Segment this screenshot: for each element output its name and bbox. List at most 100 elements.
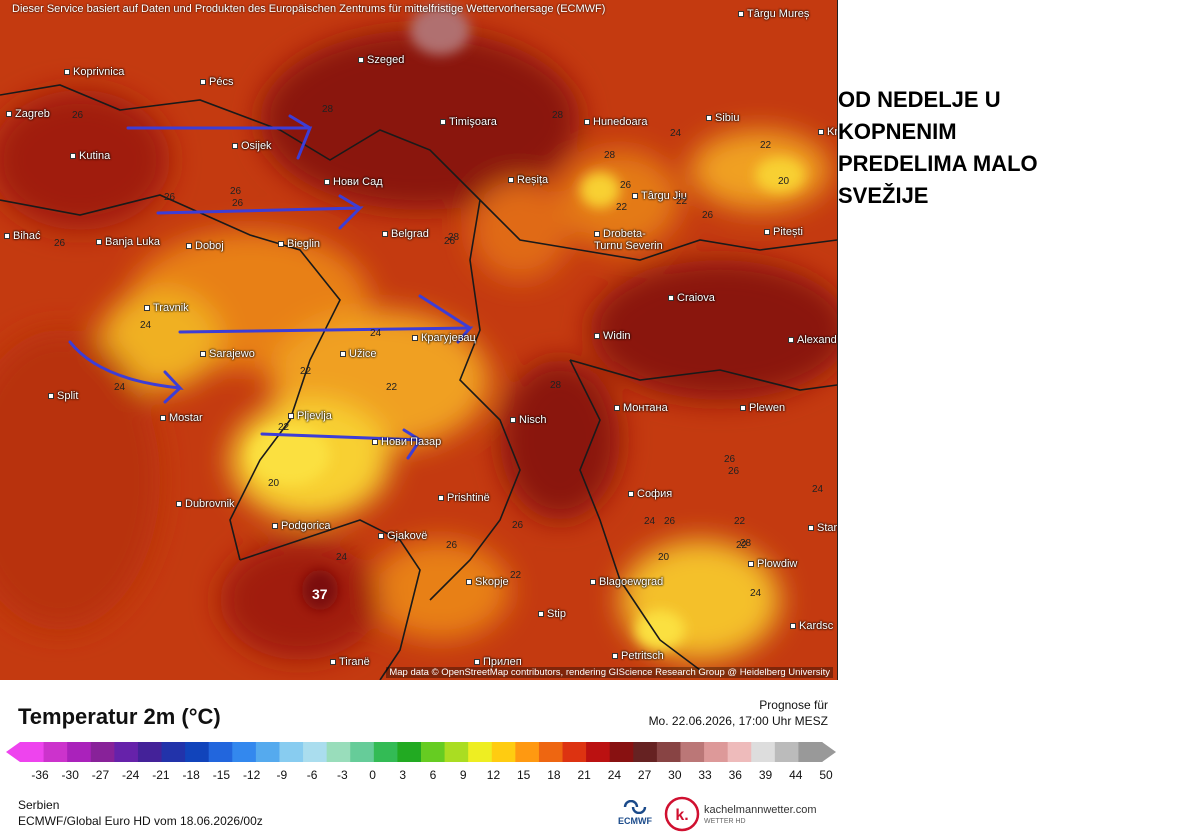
ecmwf-logo-text: ECMWF <box>618 816 652 826</box>
scale-tick-label: 33 <box>698 768 712 782</box>
scale-swatch <box>727 742 752 762</box>
isotherm-label: 26 <box>664 516 676 527</box>
isotherm-label: 28 <box>448 232 460 243</box>
scale-swatch <box>161 742 186 762</box>
isotherm-label: 22 <box>734 516 746 527</box>
scale-swatch <box>326 742 351 762</box>
isotherm-label: 24 <box>670 128 682 139</box>
city-label: Kr <box>818 126 837 138</box>
scale-tick-label: 6 <box>429 768 437 782</box>
city-label: Reșița <box>508 174 548 186</box>
scale-swatch <box>774 742 799 762</box>
scale-tick-label: 3 <box>399 768 407 782</box>
headline-line: PREDELIMA MALO <box>838 151 1038 176</box>
site-name[interactable]: kachelmannwetter.com <box>704 804 817 816</box>
city-label: Нови Пазар <box>372 436 441 448</box>
isotherm-label: 24 <box>336 552 348 563</box>
isotherm-label: 26 <box>164 192 176 203</box>
city-label: Nisch <box>510 414 547 426</box>
ecmwf-attribution: Dieser Service basiert auf Daten und Pro… <box>12 3 606 15</box>
city-label: Târgu Jiu <box>632 190 687 202</box>
scale-swatch <box>397 742 422 762</box>
city-label: Skopje <box>466 576 509 588</box>
scale-tick-label: -15 <box>212 768 231 782</box>
scale-swatch <box>586 742 611 762</box>
city-label: Tiranë <box>330 656 370 668</box>
scale-swatch <box>20 742 45 762</box>
isotherm-label: 28 <box>322 104 334 115</box>
legend-panel: Temperatur 2m (°C) Prognose für Mo. 22.0… <box>0 680 840 837</box>
city-label: Gjakovë <box>378 530 427 542</box>
scale-swatch <box>67 742 92 762</box>
isotherm-label: 28 <box>550 380 562 391</box>
city-label: Plowdiw <box>748 558 797 570</box>
scale-swatch <box>279 742 304 762</box>
city-label: София <box>628 488 672 500</box>
isotherm-label: 26 <box>512 520 524 531</box>
scale-swatch <box>515 742 540 762</box>
scale-tick-label: -24 <box>122 768 140 782</box>
city-label: Sibiu <box>706 112 739 124</box>
isotherm-label: 22 <box>510 570 522 581</box>
ecmwf-logo[interactable]: ECMWF <box>618 799 652 826</box>
isotherm-label: 22 <box>736 540 748 551</box>
scale-tick-label: -6 <box>306 768 318 782</box>
scale-tick-label: 44 <box>789 768 803 782</box>
scale-tick-label: 27 <box>637 768 652 782</box>
color-scale-bar <box>6 742 836 762</box>
isotherm-label: 28 <box>740 538 752 549</box>
city-label: Alexand <box>788 334 837 346</box>
isotherm-label: 26 <box>444 236 456 247</box>
city-label: Hunedoara <box>584 116 647 128</box>
isotherm-label: 26 <box>724 454 736 465</box>
legend-title: Temperatur 2m (°C) <box>18 704 221 729</box>
scale-tick-label: 18 <box>547 768 561 782</box>
map-credit[interactable]: Map data © OpenStreetMap contributors, r… <box>386 667 833 678</box>
scale-tick-label: -9 <box>276 768 288 782</box>
isotherm-label: 22 <box>616 202 628 213</box>
headline-line: SVEŽIJE <box>838 183 929 208</box>
scale-swatch <box>704 742 729 762</box>
isotherm-label: 22 <box>386 382 398 393</box>
isotherm-label: 24 <box>140 320 152 331</box>
map-background <box>0 0 837 680</box>
site-subtitle: WETTER HD <box>704 818 746 825</box>
city-label: Bieglin <box>278 238 320 250</box>
scale-tick-label: -36 <box>31 768 49 782</box>
temperature-map[interactable]: Dieser Service basiert auf Daten und Pro… <box>0 0 838 681</box>
city-label: Podgorica <box>272 520 331 532</box>
isotherm-label: 24 <box>812 484 824 495</box>
city-label: Szeged <box>358 54 404 66</box>
city-label: Прилеп <box>474 656 522 668</box>
isotherm-label: 26 <box>230 186 242 197</box>
scale-swatch <box>232 742 257 762</box>
scale-swatch <box>656 742 681 762</box>
isotherm-label: 24 <box>644 516 656 527</box>
scale-tick-label: 36 <box>728 768 742 782</box>
city-label: Travnik <box>144 302 189 314</box>
city-label: Užice <box>340 348 377 360</box>
isotherm-label: 24 <box>370 328 382 339</box>
isotherm-label: 37 <box>312 586 328 602</box>
scale-tick-label: -21 <box>152 768 170 782</box>
scale-tick-label: 15 <box>517 768 531 782</box>
isotherm-label: 24 <box>114 382 126 393</box>
city-label: Stara <box>808 522 837 534</box>
isotherm-label: 28 <box>552 110 564 121</box>
headline-line: KOPNENIM <box>838 119 957 144</box>
city-label: Widin <box>594 330 631 342</box>
scale-swatch <box>491 742 516 762</box>
scale-swatch <box>444 742 469 762</box>
scale-swatch <box>680 742 705 762</box>
city-label: Pitești <box>764 226 803 238</box>
isotherm-label: 22 <box>676 196 688 207</box>
kachelmannwetter-logo-icon[interactable]: k. <box>664 796 700 832</box>
scale-swatch <box>208 742 233 762</box>
scale-tick-label: 24 <box>607 768 622 782</box>
city-label: Petritsch <box>612 650 664 662</box>
isotherm-label: 22 <box>300 366 312 377</box>
scale-tick-label: -18 <box>182 768 200 782</box>
scale-swatch <box>538 742 564 762</box>
city-label: Kutina <box>70 150 110 162</box>
scale-swatch <box>255 742 280 762</box>
